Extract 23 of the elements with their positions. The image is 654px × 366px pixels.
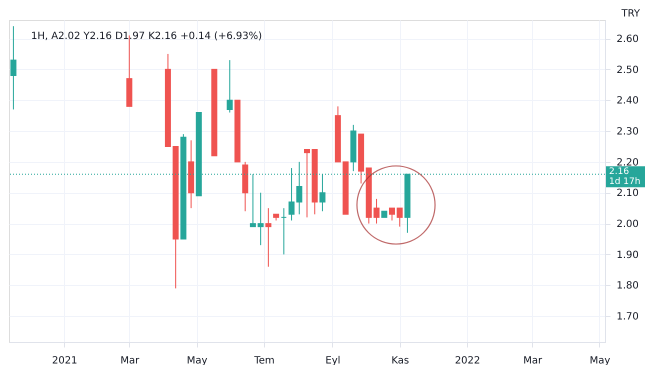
text: 1H, A2.02 Y2.16 D1.97 K2.16 +0.14 (+6.93%)	[31, 31, 262, 42]
candlestick	[226, 60, 233, 114]
y-tick-label: 1.90	[616, 250, 639, 261]
y-tick-label: 2.30	[616, 126, 639, 138]
y-tick-label: 1.70	[616, 312, 639, 323]
x-tick-label: Tem	[253, 356, 275, 366]
ref-line-label: 2.16 1d 17h	[609, 167, 640, 188]
y-tick-label: 2.40	[616, 96, 639, 107]
candlestick	[280, 208, 287, 255]
y-tick-label: 2.50	[616, 64, 639, 76]
x-tick-label: 2022	[454, 356, 480, 366]
y-tick-label: 2.20	[616, 157, 639, 168]
candlestick	[265, 208, 272, 268]
x-tick-label: 2021	[52, 356, 78, 366]
y-axis-title: TRY	[620, 8, 641, 20]
x-tick-label: Mar	[523, 356, 543, 366]
y-tick-label: 1.80	[616, 280, 639, 292]
x-tick-label: Mar	[120, 356, 140, 366]
y-tick-label: 2.00	[616, 219, 639, 230]
candlestick	[10, 26, 16, 110]
x-tick-label: Kas	[391, 356, 410, 366]
y-tick-label: 2.10	[616, 188, 639, 200]
y-tick-label: 2.60	[616, 34, 639, 46]
